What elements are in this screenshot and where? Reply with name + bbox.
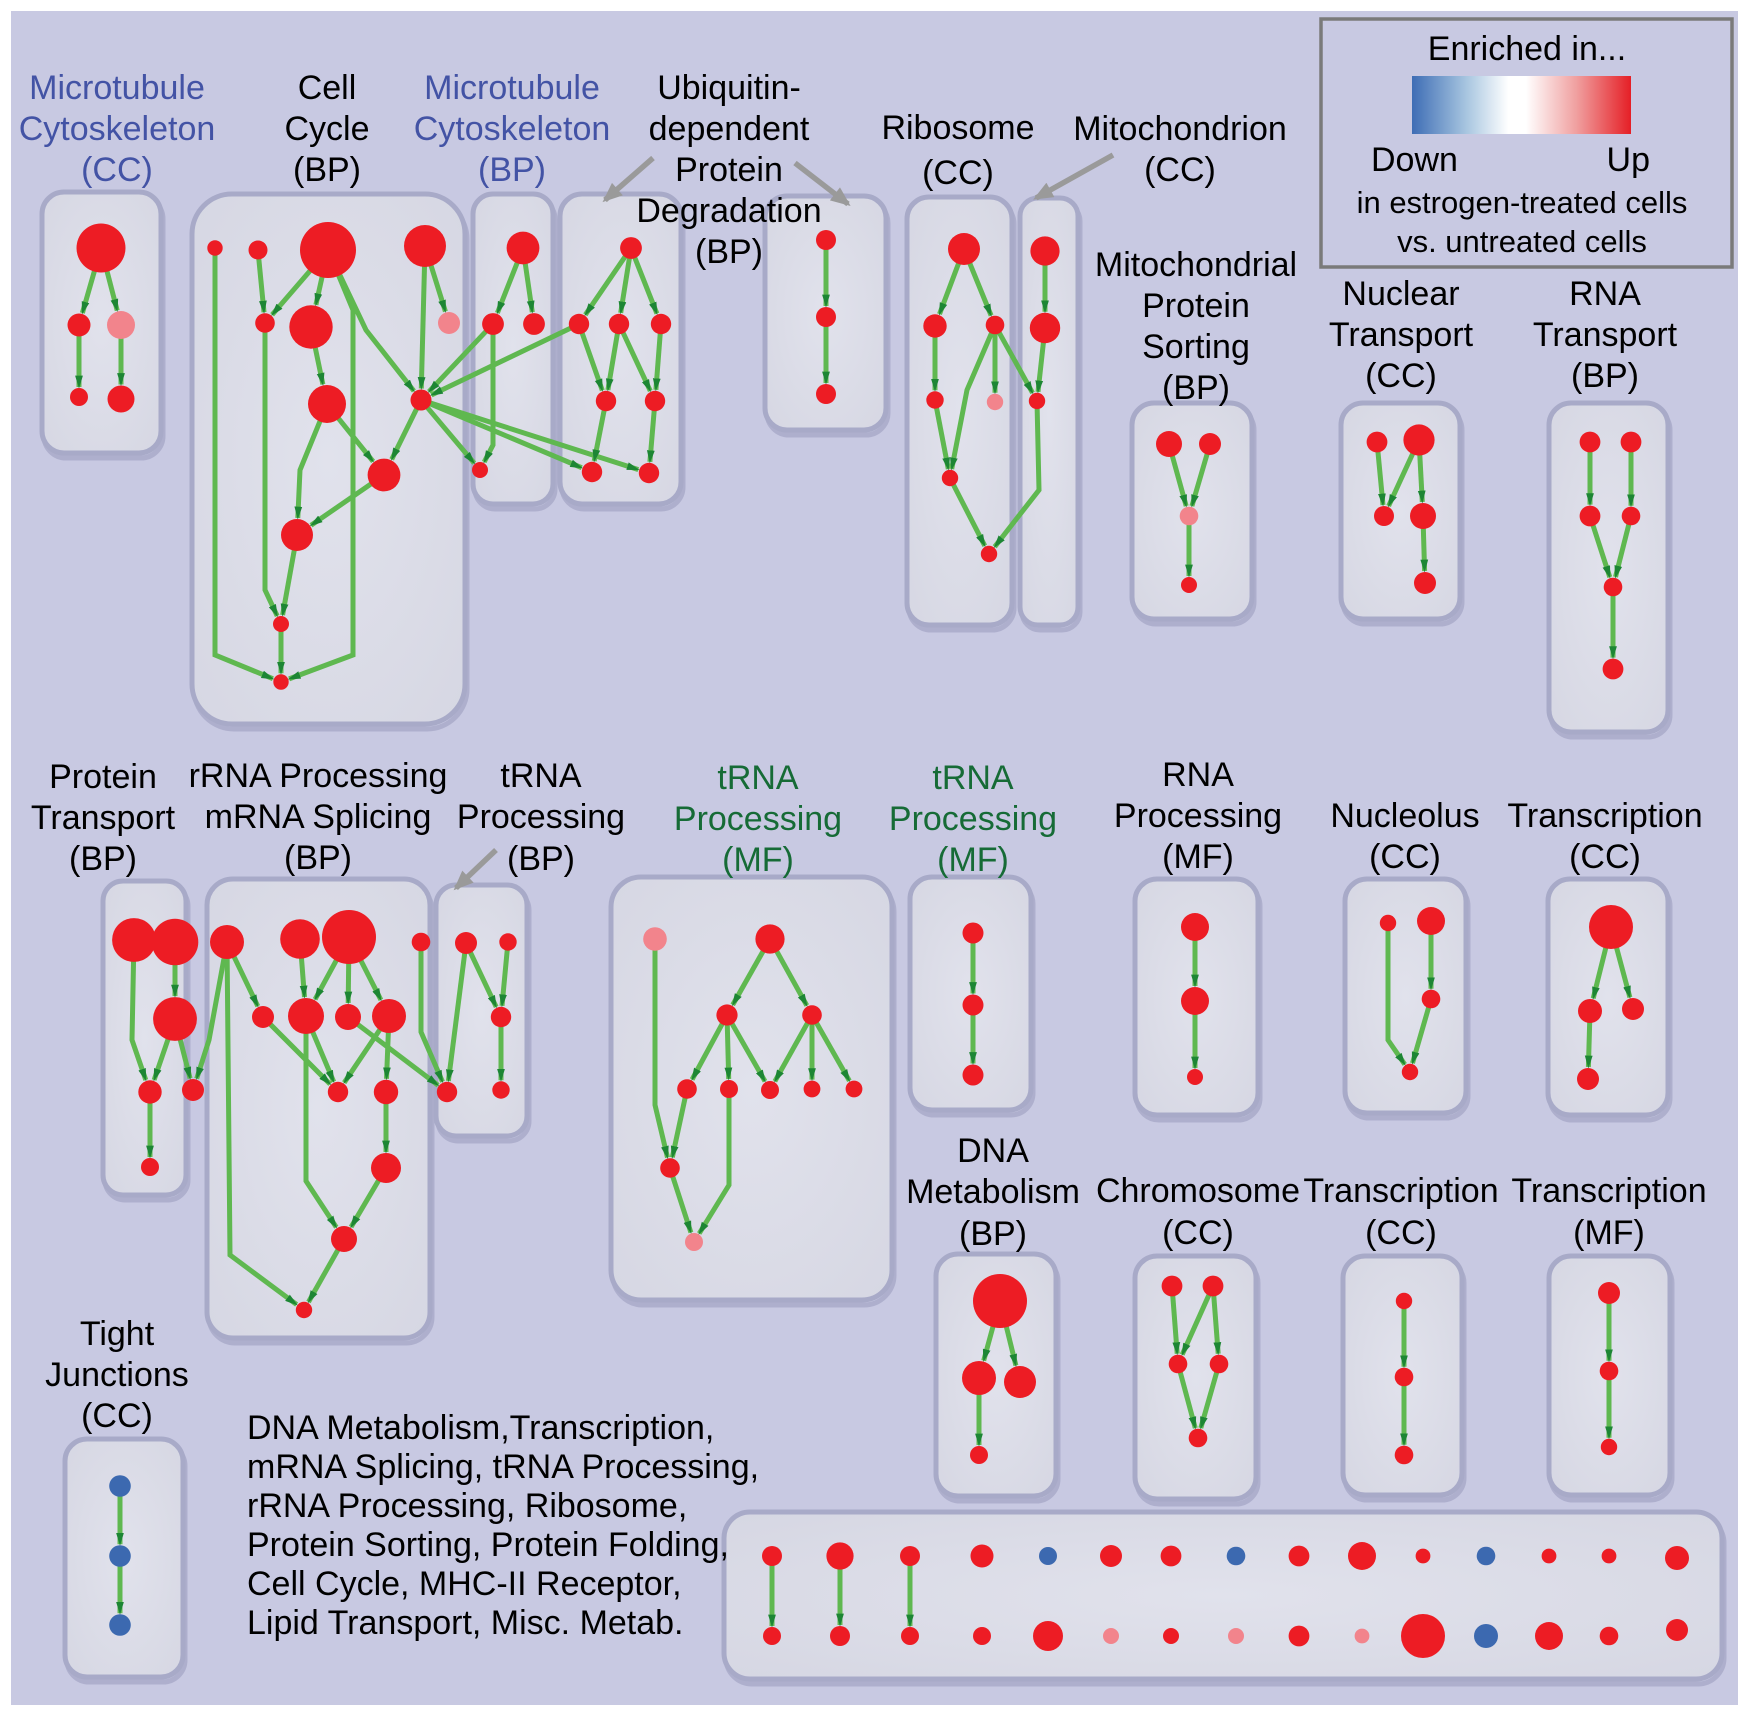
svg-text:RNA: RNA xyxy=(1569,275,1641,313)
svg-text:Microtubule: Microtubule xyxy=(424,69,600,107)
svg-text:Enriched in...: Enriched in... xyxy=(1428,30,1626,68)
svg-text:Transport: Transport xyxy=(1329,316,1474,354)
svg-text:Junctions: Junctions xyxy=(45,1356,189,1394)
svg-text:(BP): (BP) xyxy=(507,840,575,878)
svg-text:Microtubule: Microtubule xyxy=(29,69,205,107)
svg-text:(BP): (BP) xyxy=(1162,369,1230,407)
svg-text:Tight: Tight xyxy=(80,1315,155,1353)
svg-text:(BP): (BP) xyxy=(284,839,352,877)
svg-text:(CC): (CC) xyxy=(1162,1214,1234,1252)
svg-text:(MF): (MF) xyxy=(722,841,794,879)
svg-text:tRNA: tRNA xyxy=(500,757,582,795)
svg-text:(MF): (MF) xyxy=(1573,1214,1645,1252)
svg-text:Sorting: Sorting xyxy=(1142,328,1250,366)
svg-text:(CC): (CC) xyxy=(1569,838,1641,876)
svg-text:mRNA Splicing, tRNA Processing: mRNA Splicing, tRNA Processing, xyxy=(247,1448,759,1486)
svg-text:Cell Cycle, MHC-II Receptor,: Cell Cycle, MHC-II Receptor, xyxy=(247,1565,682,1603)
svg-text:in estrogen-treated cells: in estrogen-treated cells xyxy=(1357,185,1688,220)
svg-text:(BP): (BP) xyxy=(959,1215,1027,1253)
svg-text:Cytoskeleton: Cytoskeleton xyxy=(19,110,216,148)
svg-text:Down: Down xyxy=(1371,141,1458,179)
svg-text:Protein: Protein xyxy=(1142,287,1250,325)
svg-text:(MF): (MF) xyxy=(937,841,1009,879)
svg-text:(CC): (CC) xyxy=(81,151,153,189)
svg-text:Processing: Processing xyxy=(1114,797,1282,835)
svg-text:Metabolism: Metabolism xyxy=(906,1173,1080,1211)
svg-text:(CC): (CC) xyxy=(922,154,994,192)
svg-text:Processing: Processing xyxy=(889,800,1057,838)
svg-text:mRNA Splicing: mRNA Splicing xyxy=(205,798,432,836)
svg-text:(BP): (BP) xyxy=(293,151,361,189)
svg-text:RNA: RNA xyxy=(1162,756,1234,794)
svg-text:Transcription: Transcription xyxy=(1511,1172,1706,1210)
svg-text:Lipid Transport, Misc. Metab.: Lipid Transport, Misc. Metab. xyxy=(247,1604,684,1642)
svg-text:Protein Sorting, Protein Foldi: Protein Sorting, Protein Folding, xyxy=(247,1526,729,1564)
svg-text:Up: Up xyxy=(1607,141,1650,179)
svg-text:Mitochondrion: Mitochondrion xyxy=(1073,110,1287,148)
svg-text:(BP): (BP) xyxy=(1571,357,1639,395)
svg-text:tRNA: tRNA xyxy=(932,759,1014,797)
svg-text:(CC): (CC) xyxy=(1369,838,1441,876)
svg-text:rRNA Processing: rRNA Processing xyxy=(189,757,448,795)
svg-text:DNA: DNA xyxy=(957,1132,1029,1170)
svg-text:Chromosome: Chromosome xyxy=(1096,1172,1300,1210)
svg-text:rRNA Processing, Ribosome,: rRNA Processing, Ribosome, xyxy=(247,1487,687,1525)
svg-text:Ubiquitin-: Ubiquitin- xyxy=(657,69,801,107)
svg-text:Nuclear: Nuclear xyxy=(1342,275,1459,313)
svg-text:Cytoskeleton: Cytoskeleton xyxy=(414,110,611,148)
svg-text:(CC): (CC) xyxy=(1365,357,1437,395)
svg-text:Processing: Processing xyxy=(457,798,625,836)
svg-text:Degradation: Degradation xyxy=(636,192,821,230)
svg-text:(MF): (MF) xyxy=(1162,838,1234,876)
svg-text:dependent: dependent xyxy=(649,110,810,148)
svg-text:(BP): (BP) xyxy=(695,233,763,271)
svg-text:Protein: Protein xyxy=(675,151,783,189)
svg-text:Nucleolus: Nucleolus xyxy=(1330,797,1479,835)
svg-text:Processing: Processing xyxy=(674,800,842,838)
svg-text:(CC): (CC) xyxy=(81,1397,153,1435)
svg-text:(BP): (BP) xyxy=(69,840,137,878)
svg-text:(CC): (CC) xyxy=(1144,151,1216,189)
svg-text:tRNA: tRNA xyxy=(717,759,799,797)
svg-text:DNA Metabolism,Transcription,: DNA Metabolism,Transcription, xyxy=(247,1409,714,1447)
svg-text:Ribosome: Ribosome xyxy=(881,109,1034,147)
svg-text:Cycle: Cycle xyxy=(284,110,369,148)
svg-text:Cell: Cell xyxy=(298,69,357,107)
svg-text:Transcription: Transcription xyxy=(1303,1172,1498,1210)
svg-text:Transcription: Transcription xyxy=(1507,797,1702,835)
svg-text:Transport: Transport xyxy=(1533,316,1678,354)
svg-text:(CC): (CC) xyxy=(1365,1214,1437,1252)
svg-text:Mitochondrial: Mitochondrial xyxy=(1095,246,1297,284)
svg-text:Protein: Protein xyxy=(49,758,157,796)
svg-text:vs. untreated cells: vs. untreated cells xyxy=(1397,224,1647,259)
svg-text:(BP): (BP) xyxy=(478,151,546,189)
svg-text:Transport: Transport xyxy=(31,799,176,837)
